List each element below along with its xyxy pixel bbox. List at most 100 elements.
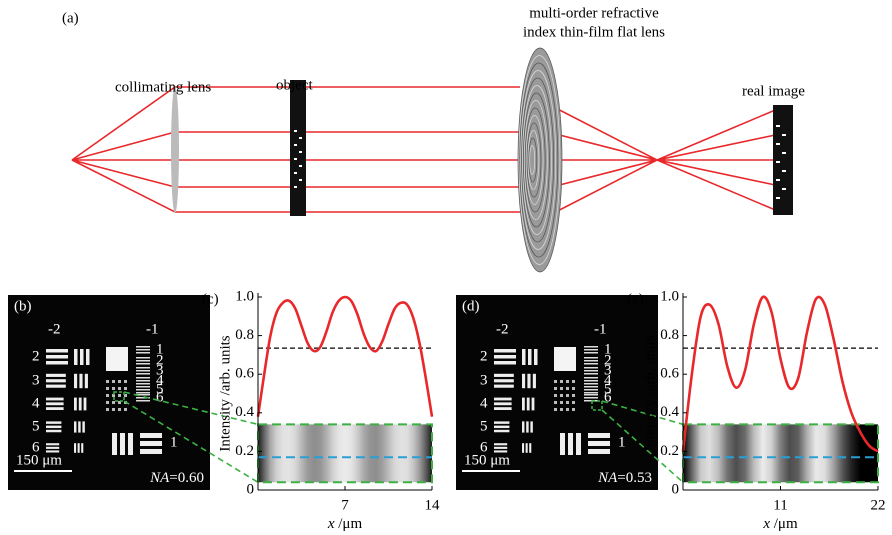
bar-h — [494, 398, 512, 401]
bar-v — [576, 433, 581, 455]
bar-v — [529, 443, 531, 453]
y-tick-label: 1.0 — [235, 288, 254, 304]
bar-h — [136, 400, 150, 402]
element-label: 2 — [32, 348, 40, 364]
bar-h — [46, 426, 61, 428]
small-bar — [124, 408, 127, 411]
small-bar — [106, 408, 109, 411]
element-label: 5 — [480, 418, 488, 434]
bar-h — [584, 380, 598, 382]
target-mark — [776, 179, 780, 181]
small-bar — [572, 401, 575, 404]
bar-h — [136, 373, 150, 375]
bar-v — [80, 349, 84, 365]
bar-h — [46, 355, 68, 359]
bar-v — [534, 349, 538, 365]
bar-h — [494, 374, 514, 377]
bar-h — [494, 379, 514, 382]
na-symbol: NA — [597, 470, 618, 486]
bar-h — [584, 386, 598, 388]
y-tick-label: 0.6 — [235, 366, 254, 382]
group-label: -2 — [48, 321, 61, 337]
label: index thin-film flat lens — [523, 24, 665, 40]
small-bar — [572, 394, 575, 397]
bar-h — [46, 430, 61, 432]
small-bar — [106, 401, 109, 404]
y-tick-label: 0.2 — [660, 443, 679, 459]
na-label: NA=0.60 — [149, 470, 204, 486]
small-bar — [118, 408, 121, 411]
bar-h — [46, 398, 64, 401]
target-mark — [299, 179, 302, 181]
y-tick-label: 0.8 — [235, 327, 254, 343]
bar-h — [494, 361, 516, 365]
object — [290, 80, 306, 216]
bar-h — [46, 374, 66, 377]
group-label: -1 — [594, 321, 607, 337]
bar-v — [74, 374, 77, 388]
bar-h — [46, 443, 59, 445]
element-label: 3 — [480, 372, 488, 388]
bar-v — [112, 433, 117, 455]
bar-h — [584, 367, 598, 369]
bar-h — [46, 385, 66, 388]
figure: (a) collimating lens object multi-order … — [0, 0, 892, 535]
bar-v — [526, 421, 528, 432]
small-bar — [572, 408, 575, 411]
y-tick-label: 0.2 — [235, 443, 254, 459]
small-bar — [572, 387, 575, 390]
small-bar — [560, 401, 563, 404]
bar-h — [494, 407, 512, 410]
small-bar — [572, 380, 575, 383]
bar-h — [46, 361, 68, 365]
bar-v — [533, 374, 536, 388]
x-tick-label: 7 — [341, 497, 349, 513]
bar-v — [120, 433, 125, 455]
small-bar — [560, 380, 563, 383]
bar-h — [584, 377, 598, 379]
bar-h — [588, 441, 610, 446]
target-mark — [294, 144, 297, 146]
bar-h — [136, 386, 150, 388]
na-label: NA=0.53 — [597, 470, 652, 486]
small-bar — [554, 408, 557, 411]
group-label: -1 — [146, 321, 159, 337]
y-axis-label: Intensity /arb. units — [217, 335, 233, 451]
small-bar — [554, 401, 557, 404]
bar-h — [588, 433, 610, 438]
target-mark — [782, 152, 786, 154]
small-bar — [118, 380, 121, 383]
bar-v — [74, 421, 76, 432]
inset-image — [683, 424, 878, 482]
small-bar — [118, 394, 121, 397]
bar-v — [522, 349, 526, 365]
target-mark — [776, 161, 780, 163]
bar-h — [584, 394, 598, 396]
bar-v — [78, 443, 80, 453]
target-mark — [294, 186, 297, 188]
y-tick-label: 0 — [247, 481, 255, 497]
bar-v — [527, 398, 530, 411]
na-value: =0.60 — [169, 470, 204, 486]
small-bar — [566, 408, 569, 411]
panel-label: (d) — [462, 298, 480, 314]
bar-h — [584, 357, 598, 359]
bar-v — [82, 421, 84, 432]
small-bar — [554, 394, 557, 397]
small-bar — [554, 387, 557, 390]
small-bar — [560, 408, 563, 411]
bar-h — [46, 421, 61, 423]
x-unit: /μm — [335, 516, 363, 532]
bar-v — [78, 421, 80, 432]
bar-h — [584, 383, 598, 385]
x-tick-label: 11 — [773, 497, 787, 513]
bar-h — [46, 447, 59, 449]
label: real image — [742, 83, 805, 99]
element-label: 3 — [32, 372, 40, 388]
small-bar — [560, 387, 563, 390]
bar-h — [588, 449, 610, 454]
bar-v — [79, 374, 82, 388]
small-bar — [106, 394, 109, 397]
square — [106, 347, 128, 371]
element-label: 1 — [170, 434, 178, 450]
